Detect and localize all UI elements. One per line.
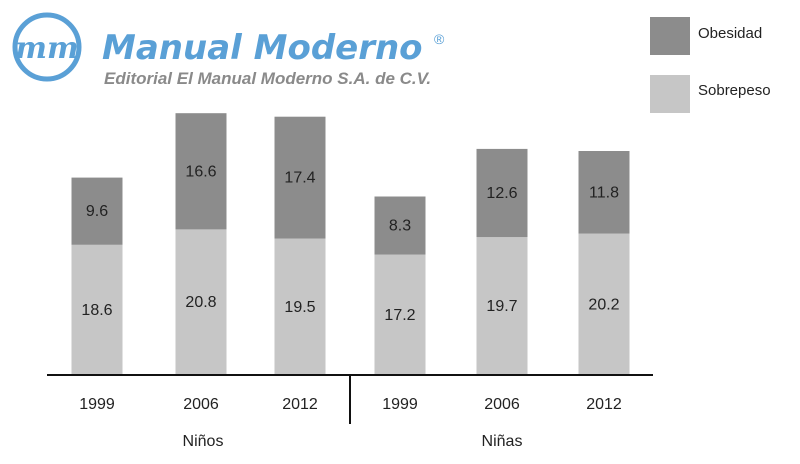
bar-sobrepeso-5	[476, 237, 528, 375]
data-label-obesidad-6: 11.8	[589, 184, 619, 201]
group-labels: Niños Niñas	[183, 433, 523, 450]
logo-monogram: mm	[15, 31, 79, 66]
data-label-obesidad-3: 17.4	[284, 170, 315, 187]
bar-sobrepeso-3	[274, 238, 326, 375]
legend-label-sobrepeso: Sobrepeso	[698, 82, 771, 99]
bar-obesidad-2	[175, 113, 227, 230]
x-tick-label-1: 1999	[79, 396, 115, 413]
bar-sobrepeso-6	[578, 233, 630, 375]
bars: 18.6 9.6 20.8 16.6 19.5 17.4 17.2 8.3 19.7 12.6 20…	[71, 113, 630, 375]
legend-swatch-sobrepeso	[650, 75, 690, 113]
brand-subtitle: Editorial El Manual Moderno S.A. de C.V.	[104, 69, 431, 88]
bar-sobrepeso-2	[175, 229, 227, 375]
data-label-sobrepeso-3: 19.5	[284, 299, 315, 316]
data-label-sobrepeso-6: 20.2	[588, 296, 619, 313]
group-label-1: Niños	[183, 433, 224, 450]
logo-circle-icon	[12, 12, 82, 82]
x-tick-label-2: 2006	[183, 396, 219, 413]
data-label-obesidad-1: 9.6	[86, 203, 108, 220]
registered-mark: ®	[434, 31, 445, 47]
legend-label-obesidad: Obesidad	[698, 25, 762, 42]
bar-obesidad-3	[274, 116, 326, 239]
brand-logo: mm	[12, 12, 82, 82]
data-label-sobrepeso-2: 20.8	[185, 294, 216, 311]
legend-swatch-obesidad	[650, 17, 690, 55]
data-label-obesidad-5: 12.6	[486, 185, 517, 202]
data-label-obesidad-4: 8.3	[389, 218, 411, 235]
x-tick-labels: 1999 2006 2012 1999 2006 2012	[79, 396, 622, 413]
data-label-sobrepeso-5: 19.7	[486, 298, 517, 315]
x-tick-label-3: 2012	[282, 396, 318, 413]
bar-sobrepeso-1	[71, 244, 123, 375]
x-tick-label-5: 2006	[484, 396, 520, 413]
bar-sobrepeso-4	[374, 254, 426, 375]
bar-obesidad-4	[374, 196, 426, 255]
bar-obesidad-1	[71, 177, 123, 245]
bar-obesidad-5	[476, 148, 528, 238]
data-label-sobrepeso-4: 17.2	[384, 307, 415, 324]
data-label-obesidad-2: 16.6	[185, 163, 216, 180]
group-label-2: Niñas	[482, 433, 523, 450]
bar-obesidad-6	[578, 151, 630, 234]
x-tick-label-4: 1999	[382, 396, 418, 413]
x-tick-label-6: 2012	[586, 396, 622, 413]
data-label-sobrepeso-1: 18.6	[81, 302, 112, 319]
brand-name: Manual Moderno	[102, 28, 423, 68]
